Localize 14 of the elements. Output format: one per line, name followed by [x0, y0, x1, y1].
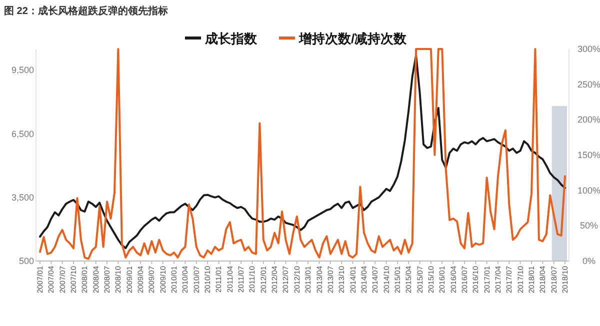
y-tick-label: 500	[18, 256, 34, 266]
y2-tick-label: 50%	[580, 220, 598, 231]
legend-label: 成长指数	[204, 31, 258, 46]
y2-tick-label: 100%	[577, 185, 600, 196]
legend-label: 增持次数/减持次数	[298, 31, 408, 46]
y-tick-label: 3,500	[11, 192, 34, 202]
y-tick-label: 9,500	[11, 65, 34, 76]
y2-tick-label: 0%	[582, 256, 596, 266]
y2-tick-label: 250%	[577, 79, 600, 90]
y-tick-label: 6,500	[11, 128, 34, 139]
y2-tick-label: 300%	[577, 44, 600, 54]
y2-tick-label: 200%	[577, 114, 600, 125]
chart-title: 图 22：成长风格超跌反弹的领先指标	[4, 5, 168, 17]
y2-tick-label: 150%	[577, 150, 600, 160]
